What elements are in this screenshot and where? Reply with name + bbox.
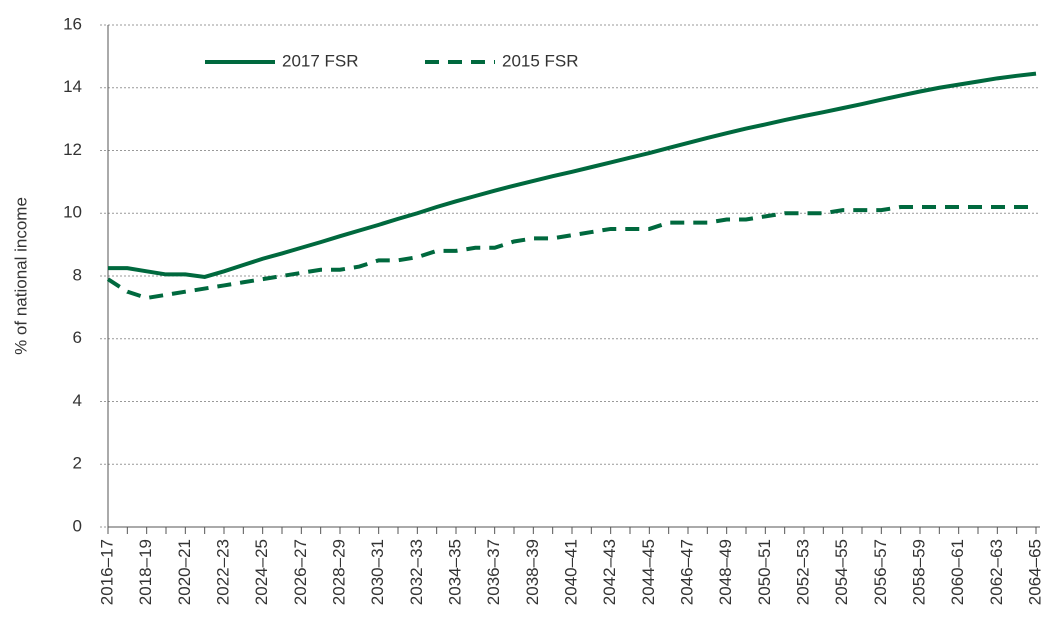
legend-label: 2017 FSR xyxy=(282,51,359,70)
y-tick-label: 6 xyxy=(73,328,82,347)
x-tick-label: 2056–57 xyxy=(871,539,890,605)
x-tick-label: 2036–37 xyxy=(484,539,503,605)
x-tick-label: 2048–49 xyxy=(716,539,735,605)
y-tick-label: 8 xyxy=(73,265,82,284)
x-tick-label: 2040–41 xyxy=(561,539,580,605)
x-tick-label: 2044–45 xyxy=(639,539,658,605)
y-tick-label: 14 xyxy=(63,77,82,96)
x-tick-label: 2028–29 xyxy=(329,539,348,605)
x-tick-label: 2042–43 xyxy=(600,539,619,605)
x-tick-label: 2022–23 xyxy=(213,539,232,605)
x-tick-label: 2032–33 xyxy=(407,539,426,605)
x-tick-label: 2064–65 xyxy=(1025,539,1044,605)
x-tick-label: 2058–59 xyxy=(909,539,928,605)
x-tick-label: 2026–27 xyxy=(291,539,310,605)
x-tick-label: 2050–51 xyxy=(755,539,774,605)
legend-label: 2015 FSR xyxy=(502,51,579,70)
y-tick-label: 0 xyxy=(73,516,82,535)
x-tick-label: 2034–35 xyxy=(445,539,464,605)
x-tick-label: 2060–61 xyxy=(948,539,967,605)
y-tick-label: 12 xyxy=(63,140,82,159)
x-tick-label: 2020–21 xyxy=(175,539,194,605)
y-tick-label: 16 xyxy=(63,14,82,33)
series-line xyxy=(108,71,1037,279)
y-tick-label: 10 xyxy=(63,203,82,222)
x-tick-label: 2016–17 xyxy=(97,539,116,605)
x-tick-label: 2052–53 xyxy=(793,539,812,605)
x-tick-label: 2018–19 xyxy=(136,539,155,605)
y-axis-label: % of national income xyxy=(11,197,30,355)
x-tick-label: 2054–55 xyxy=(832,539,851,605)
series-line xyxy=(106,204,1036,301)
y-tick-label: 2 xyxy=(73,454,82,473)
x-tick-label: 2062–63 xyxy=(987,539,1006,605)
y-tick-label: 4 xyxy=(73,391,82,410)
x-tick-label: 2024–25 xyxy=(252,539,271,605)
x-tick-label: 2030–31 xyxy=(368,539,387,605)
x-tick-label: 2046–47 xyxy=(677,539,696,605)
x-tick-label: 2038–39 xyxy=(523,539,542,605)
